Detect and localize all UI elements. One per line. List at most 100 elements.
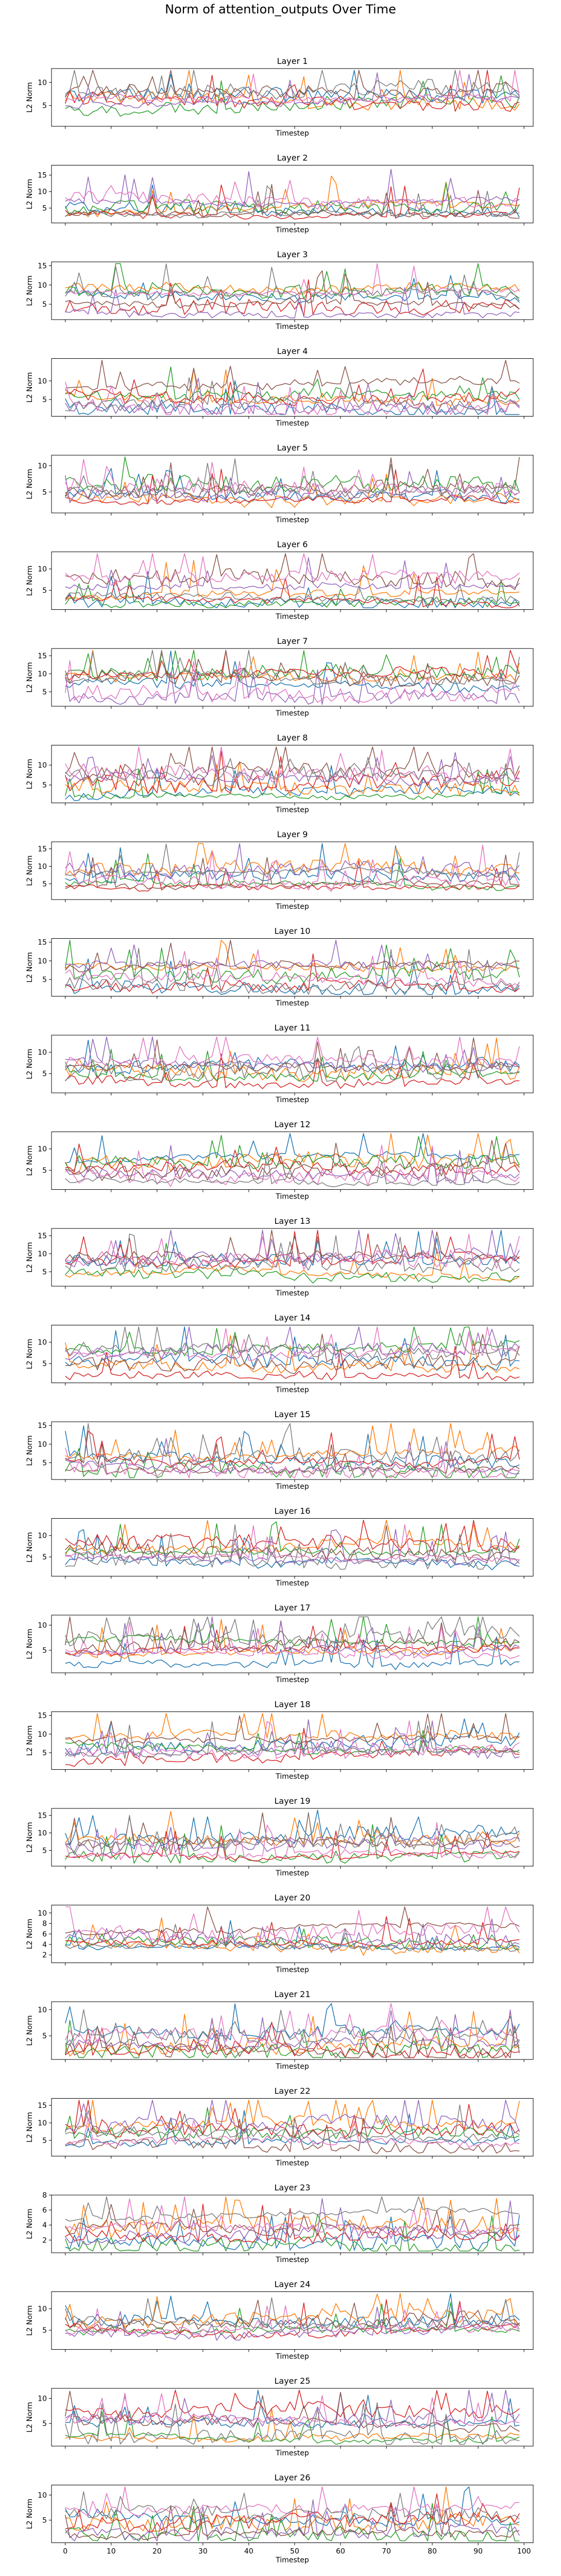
subplot-layer-6: Layer 6 5 10 Timestep L2 Norm — [26, 540, 534, 621]
y-tick-label: 15 — [38, 1712, 47, 1720]
series-group — [64, 940, 520, 995]
series-line-2 — [64, 1335, 520, 1374]
series-line-8 — [65, 1616, 520, 1647]
x-axis-label: Timestep — [275, 1580, 309, 1588]
y-axis-label: L2 Norm — [26, 855, 34, 886]
series-line-3 — [65, 75, 520, 117]
y-tick-label: 5 — [42, 1167, 47, 1175]
series-line-6 — [65, 360, 520, 392]
y-tick-label: 6 — [42, 2206, 47, 2215]
series-line-5 — [65, 1036, 520, 1073]
y-tick-label: 10 — [38, 761, 47, 770]
y-axis-label: L2 Norm — [26, 179, 34, 209]
series-line-7 — [65, 1036, 520, 1067]
y-tick-label: 15 — [38, 1422, 47, 1430]
y-tick-label: 5 — [42, 1459, 47, 1467]
series-line-7 — [65, 2003, 520, 2045]
series-line-3 — [64, 763, 520, 801]
series-line-5 — [65, 557, 520, 591]
series-line-5 — [65, 169, 520, 207]
y-tick-label: 15 — [38, 939, 47, 947]
series-line-1 — [65, 2389, 520, 2429]
y-tick-label: 10 — [38, 2305, 47, 2314]
subplot-layer-7: Layer 7 5 10 15 Timestep L2 Norm — [26, 636, 534, 718]
y-axis-label: L2 Norm — [26, 82, 34, 112]
y-tick-label: 10 — [38, 2491, 47, 2500]
series-group — [64, 650, 520, 705]
axes-frame — [51, 455, 534, 513]
y-axis-label: L2 Norm — [26, 952, 34, 983]
series-line-7 — [65, 1326, 520, 1361]
series-line-6 — [65, 1037, 520, 1073]
series-line-8 — [65, 1233, 520, 1275]
y-tick-label: 5 — [42, 301, 47, 309]
y-tick-label: 10 — [38, 188, 47, 196]
series-line-7 — [64, 1822, 520, 1860]
series-line-7 — [65, 553, 520, 586]
y-tick-label: 10 — [38, 1909, 47, 1918]
y-tick-label: 5 — [42, 2032, 47, 2040]
subplot-layer-16: Layer 16 5 10 Timestep L2 Norm — [26, 1506, 534, 1588]
x-axis-label: Timestep — [275, 1000, 309, 1008]
axes-frame — [51, 745, 534, 803]
x-axis-label: Timestep — [275, 806, 309, 815]
y-axis-label: L2 Norm — [26, 2402, 34, 2432]
y-tick-label: 15 — [38, 262, 47, 270]
y-axis-label: L2 Norm — [26, 1822, 34, 1852]
series-line-7 — [65, 70, 520, 104]
series-line-6 — [65, 2025, 520, 2058]
y-axis-label: L2 Norm — [26, 469, 34, 499]
series-line-8 — [65, 1046, 520, 1083]
y-tick-label: 5 — [42, 2517, 47, 2525]
series-group — [65, 553, 520, 608]
series-line-4 — [65, 1229, 520, 1269]
y-tick-label: 5 — [42, 688, 47, 696]
y-axis-label: L2 Norm — [26, 1725, 34, 1756]
subplot-title: Layer 19 — [274, 1796, 310, 1806]
series-line-6 — [65, 1229, 520, 1262]
series-line-5 — [65, 1719, 520, 1759]
series-line-5 — [65, 940, 520, 971]
series-line-6 — [65, 2204, 520, 2239]
y-tick-label: 5 — [42, 782, 47, 790]
series-line-1 — [65, 468, 520, 504]
x-axis-label: Timestep — [275, 1869, 309, 1877]
y-axis-label: L2 Norm — [26, 1628, 34, 1659]
subplot-layer-2: Layer 2 5 10 15 Timestep L2 Norm — [26, 153, 534, 235]
axes-frame — [51, 1711, 534, 1770]
series-line-6 — [65, 184, 520, 219]
subplot-layer-14: Layer 14 5 10 Timestep L2 Norm — [26, 1313, 534, 1394]
series-line-1 — [64, 2003, 520, 2040]
series-line-5 — [65, 377, 520, 415]
series-line-5 — [65, 72, 520, 109]
subplot-title: Layer 6 — [277, 540, 308, 550]
y-tick-label: 5 — [42, 1070, 47, 1078]
series-line-8 — [65, 1423, 520, 1465]
series-line-3 — [65, 1824, 520, 1864]
y-tick-label: 10 — [38, 2395, 47, 2403]
x-axis-label: Timestep — [275, 2256, 309, 2264]
x-tick-label: 50 — [290, 2548, 299, 2556]
series-group — [65, 1229, 520, 1284]
series-line-8 — [65, 1326, 520, 1360]
subplot-layer-3: Layer 3 5 10 15 Timestep L2 Norm — [26, 250, 534, 331]
subplot-title: Layer 21 — [274, 1989, 310, 1999]
series-group — [65, 1036, 520, 1089]
y-tick-label: 5 — [42, 1360, 47, 1368]
subplot-layer-17: Layer 17 5 10 Timestep L2 Norm — [26, 1603, 534, 1684]
x-tick-label: 100 — [517, 2548, 531, 2556]
y-tick-label: 10 — [38, 2119, 47, 2128]
series-line-7 — [65, 2486, 520, 2517]
subplot-layer-8: Layer 8 5 10 Timestep L2 Norm — [26, 733, 534, 815]
subplot-title: Layer 17 — [274, 1603, 310, 1613]
series-line-5 — [64, 668, 520, 705]
series-line-4 — [65, 1520, 520, 1553]
subplot-layer-4: Layer 4 5 10 Timestep L2 Norm — [26, 346, 534, 428]
y-tick-label: 10 — [38, 1731, 47, 1739]
series-line-2 — [65, 1248, 520, 1282]
series-line-5 — [65, 2306, 520, 2341]
x-axis-label: Timestep — [275, 2353, 309, 2361]
y-tick-label: 10 — [38, 670, 47, 678]
series-line-5 — [65, 2389, 520, 2428]
